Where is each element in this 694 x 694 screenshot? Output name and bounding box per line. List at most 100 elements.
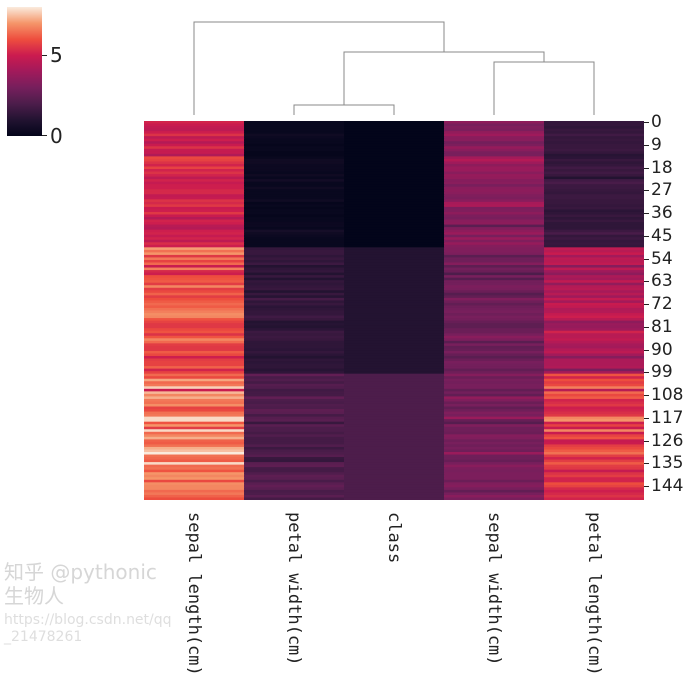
heatmap-cell [544,262,644,266]
heatmap-cell [344,186,445,190]
heatmap-cell [544,383,644,387]
heatmap-cell [244,406,345,410]
heatmap-cell [444,353,545,357]
heatmap-cell [544,282,644,286]
heatmap-cell [244,153,345,157]
dendrogram-link [293,104,395,115]
heatmap-cell [344,254,445,258]
heatmap-cell [244,492,345,496]
heatmap-cell [244,313,345,317]
heatmap-cell [444,227,545,231]
heatmap-cell [444,148,545,152]
heatmap-cell [344,151,445,155]
heatmap-cell [244,353,345,357]
heatmap-cell [444,474,545,478]
heatmap-cell [444,335,545,339]
heatmap-cell [144,479,245,483]
heatmap-cell [344,477,445,481]
heatmap-cell [144,181,245,185]
heatmap-cell [244,191,345,195]
heatmap-cell [144,133,245,137]
heatmap-cell [544,171,644,175]
heatmap-cell [344,345,445,349]
row-tick [644,304,649,306]
heatmap-cell [144,280,245,284]
heatmap-cell [244,239,345,243]
heatmap-cell [144,467,245,471]
heatmap-cell [244,232,345,236]
heatmap-cell [344,414,445,418]
heatmap-cell [244,328,345,332]
heatmap-cell [144,426,245,430]
heatmap-cell [544,489,644,493]
heatmap-cell [244,467,345,471]
heatmap-cell [444,401,545,405]
heatmap-cell [544,206,644,210]
heatmap-cell [544,211,644,215]
colorbar [7,7,42,136]
heatmap-cell [244,292,345,296]
heatmap-cell [344,441,445,445]
heatmap-cell [344,383,445,387]
heatmap-cell [144,161,245,165]
heatmap-cell [244,424,345,428]
heatmap-cell [544,434,644,438]
heatmap-cell [144,217,245,221]
heatmap-cell [244,285,345,289]
heatmap-cell [244,383,345,387]
heatmap-cell [344,219,445,223]
heatmap-cell [144,421,245,425]
heatmap-cell [344,411,445,415]
heatmap-cell [244,386,345,390]
heatmap-cell [144,184,245,188]
heatmap-cell [344,479,445,483]
watermark-url: https://blog.csdn.net/qq_21478261 [4,612,172,645]
column-label: class [384,512,404,564]
heatmap-cell [244,355,345,360]
heatmap-cell [444,259,545,263]
heatmap-cell [144,265,245,269]
heatmap-cell [244,121,345,125]
heatmap-cell [244,267,345,271]
heatmap-cell [244,345,345,349]
heatmap-cell [144,290,245,294]
heatmap-cell [244,446,345,450]
heatmap-cell [544,227,644,231]
heatmap-cell [144,484,245,488]
row-tick-label: 54 [651,248,673,269]
heatmap-cell [244,315,345,319]
heatmap-cell [244,373,345,377]
heatmap-cell [144,469,245,473]
heatmap-cell [344,446,445,450]
heatmap-cell [544,325,644,329]
heatmap-cell [444,287,545,291]
heatmap-cell [444,492,545,496]
heatmap-cell [344,424,445,428]
heatmap-cell [544,272,644,276]
heatmap-cell [344,419,445,423]
heatmap-cell [144,285,245,289]
heatmap-cell [544,265,644,269]
heatmap-cell [544,307,644,311]
heatmap-cell [344,272,445,276]
heatmap-cell [344,161,445,165]
heatmap-cell [344,388,445,392]
heatmap-cell [544,128,644,132]
heatmap-cell [444,254,545,258]
heatmap-cell [544,396,644,400]
heatmap-cell [344,247,445,251]
heatmap-cell [144,282,245,286]
heatmap-cell [244,196,345,200]
heatmap-cell [144,434,245,438]
heatmap-cell [444,163,545,167]
heatmap-cell [444,416,545,420]
heatmap-cell [544,472,644,476]
heatmap-cell [244,227,345,231]
heatmap-cell [444,449,545,453]
heatmap-cell [244,163,345,167]
heatmap-cell [144,358,245,362]
heatmap-cell [244,363,345,367]
heatmap-cell [344,376,445,380]
heatmap-cell [144,444,245,448]
heatmap-cell [144,194,245,198]
